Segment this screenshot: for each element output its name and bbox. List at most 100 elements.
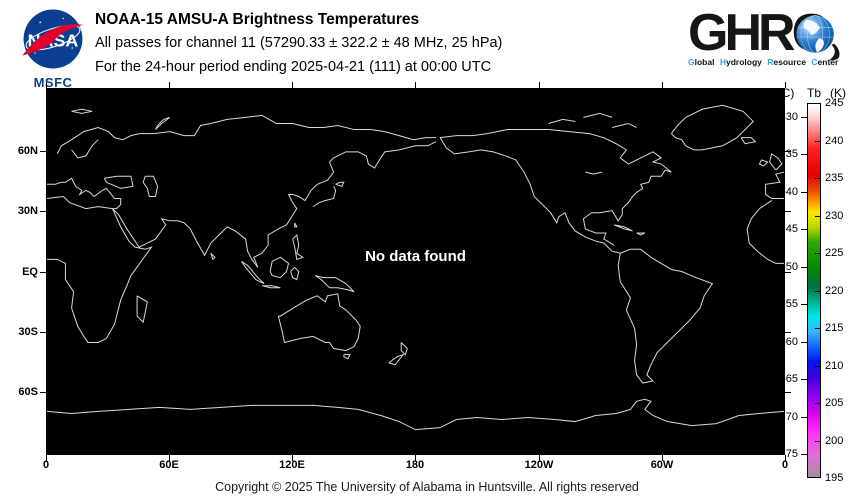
kelvin-tick <box>815 141 821 142</box>
lon-tick <box>169 455 170 461</box>
kelvin-tick <box>815 178 821 179</box>
subtitle-period: For the 24-hour period ending 2025-04-21… <box>95 59 492 75</box>
lon-label: 60E <box>159 459 179 471</box>
lon-label: 180 <box>405 459 425 471</box>
lat-tick <box>40 392 46 393</box>
lon-label: 0 <box>781 459 789 471</box>
nasa-logo-block: NASA MSFC <box>14 8 92 90</box>
celsius-label: -75 <box>782 448 798 460</box>
lon-tick <box>46 455 47 461</box>
colorbar-gradient <box>807 103 821 478</box>
ghrc-globe-icon <box>796 15 840 61</box>
lat-tick <box>40 272 46 273</box>
lat-tick <box>785 211 791 212</box>
lat-tick <box>785 272 791 273</box>
celsius-tick <box>801 154 807 155</box>
kelvin-label: 205 <box>825 397 844 409</box>
lat-label: 30S <box>18 326 38 338</box>
copyright-text: Copyright © 2025 The University of Alaba… <box>215 480 639 494</box>
kelvin-label: 220 <box>825 285 844 297</box>
ghrc-tagline-initial: G <box>688 57 695 67</box>
lon-tick <box>785 455 786 461</box>
page-title: NOAA-15 AMSU-A Brightness Temperatures <box>95 11 420 28</box>
kelvin-tick <box>815 103 821 104</box>
colorbar-unit-celsius: (C) <box>777 86 795 100</box>
lon-tick <box>539 82 540 88</box>
lat-tick <box>40 151 46 152</box>
lat-label: 60N <box>17 145 38 157</box>
kelvin-label: 245 <box>825 97 844 109</box>
nasa-meatball-icon: NASA <box>22 9 84 69</box>
colorbar-unit-kelvin: (K) <box>830 86 846 100</box>
celsius-label: -65 <box>782 373 798 385</box>
celsius-label: -60 <box>782 336 798 348</box>
lat-tick <box>785 151 791 152</box>
celsius-tick <box>801 342 807 343</box>
lon-label: 60W <box>650 459 674 471</box>
celsius-tick <box>801 379 807 380</box>
ghrc-wordmark: GHRC <box>688 5 852 61</box>
lon-label: 0 <box>42 459 50 471</box>
lon-tick <box>415 82 416 88</box>
celsius-tick <box>801 192 807 193</box>
lon-tick <box>539 455 540 461</box>
celsius-label: -30 <box>782 111 798 123</box>
celsius-tick <box>801 267 807 268</box>
lat-label: 30N <box>17 205 38 217</box>
kelvin-label: 235 <box>825 172 844 184</box>
ghrc-tagline-initial: C <box>811 57 818 67</box>
celsius-tick <box>801 229 807 230</box>
lon-label: 120W <box>524 459 554 471</box>
celsius-label: -70 <box>782 411 798 423</box>
lat-tick <box>785 392 791 393</box>
celsius-label: -50 <box>782 261 798 273</box>
ghrc-tagline-initial: R <box>767 57 774 67</box>
kelvin-label: 195 <box>825 472 844 484</box>
lon-tick <box>662 455 663 461</box>
ghrc-tagline: Global Hydrology Resource Center <box>688 57 839 67</box>
celsius-tick <box>801 117 807 118</box>
celsius-label: -40 <box>782 186 798 198</box>
kelvin-tick <box>815 253 821 254</box>
kelvin-label: 240 <box>825 135 844 147</box>
kelvin-tick <box>815 477 821 478</box>
kelvin-tick <box>815 441 821 442</box>
kelvin-label: 200 <box>825 435 844 447</box>
kelvin-label: 210 <box>825 360 844 372</box>
colorbar-unit-quantity: Tb <box>806 86 821 100</box>
no-data-message: No data found <box>365 248 466 265</box>
lat-tick <box>40 211 46 212</box>
subtitle-channel: All passes for channel 11 (57290.33 ± 32… <box>95 35 503 51</box>
kelvin-tick <box>815 291 821 292</box>
lat-tick <box>40 332 46 333</box>
lon-label: 120E <box>279 459 305 471</box>
lon-tick <box>785 82 786 88</box>
celsius-tick <box>801 304 807 305</box>
kelvin-tick <box>815 216 821 217</box>
kelvin-tick <box>815 328 821 329</box>
lon-tick <box>415 455 416 461</box>
celsius-label: -55 <box>782 298 798 310</box>
world-map <box>46 88 785 455</box>
lon-tick <box>662 82 663 88</box>
kelvin-tick <box>815 366 821 367</box>
celsius-tick <box>801 454 807 455</box>
celsius-label: -35 <box>782 148 798 160</box>
lat-label: 60S <box>18 386 38 398</box>
ghrc-logo-block: GHRC Global Hydrology Resource Center <box>688 5 852 67</box>
kelvin-label: 225 <box>825 247 844 259</box>
coastlines <box>47 89 784 454</box>
lon-tick <box>46 82 47 88</box>
kelvin-tick <box>815 403 821 404</box>
nasa-center-label: MSFC <box>33 75 73 90</box>
lat-label: EQ <box>22 266 38 278</box>
ghrc-tagline-initial: H <box>719 57 726 67</box>
lon-tick <box>292 455 293 461</box>
lat-tick <box>785 332 791 333</box>
lon-tick <box>169 82 170 88</box>
celsius-label: -45 <box>782 223 798 235</box>
lon-tick <box>292 82 293 88</box>
celsius-tick <box>801 417 807 418</box>
kelvin-label: 215 <box>825 322 844 334</box>
kelvin-label: 230 <box>825 210 844 222</box>
